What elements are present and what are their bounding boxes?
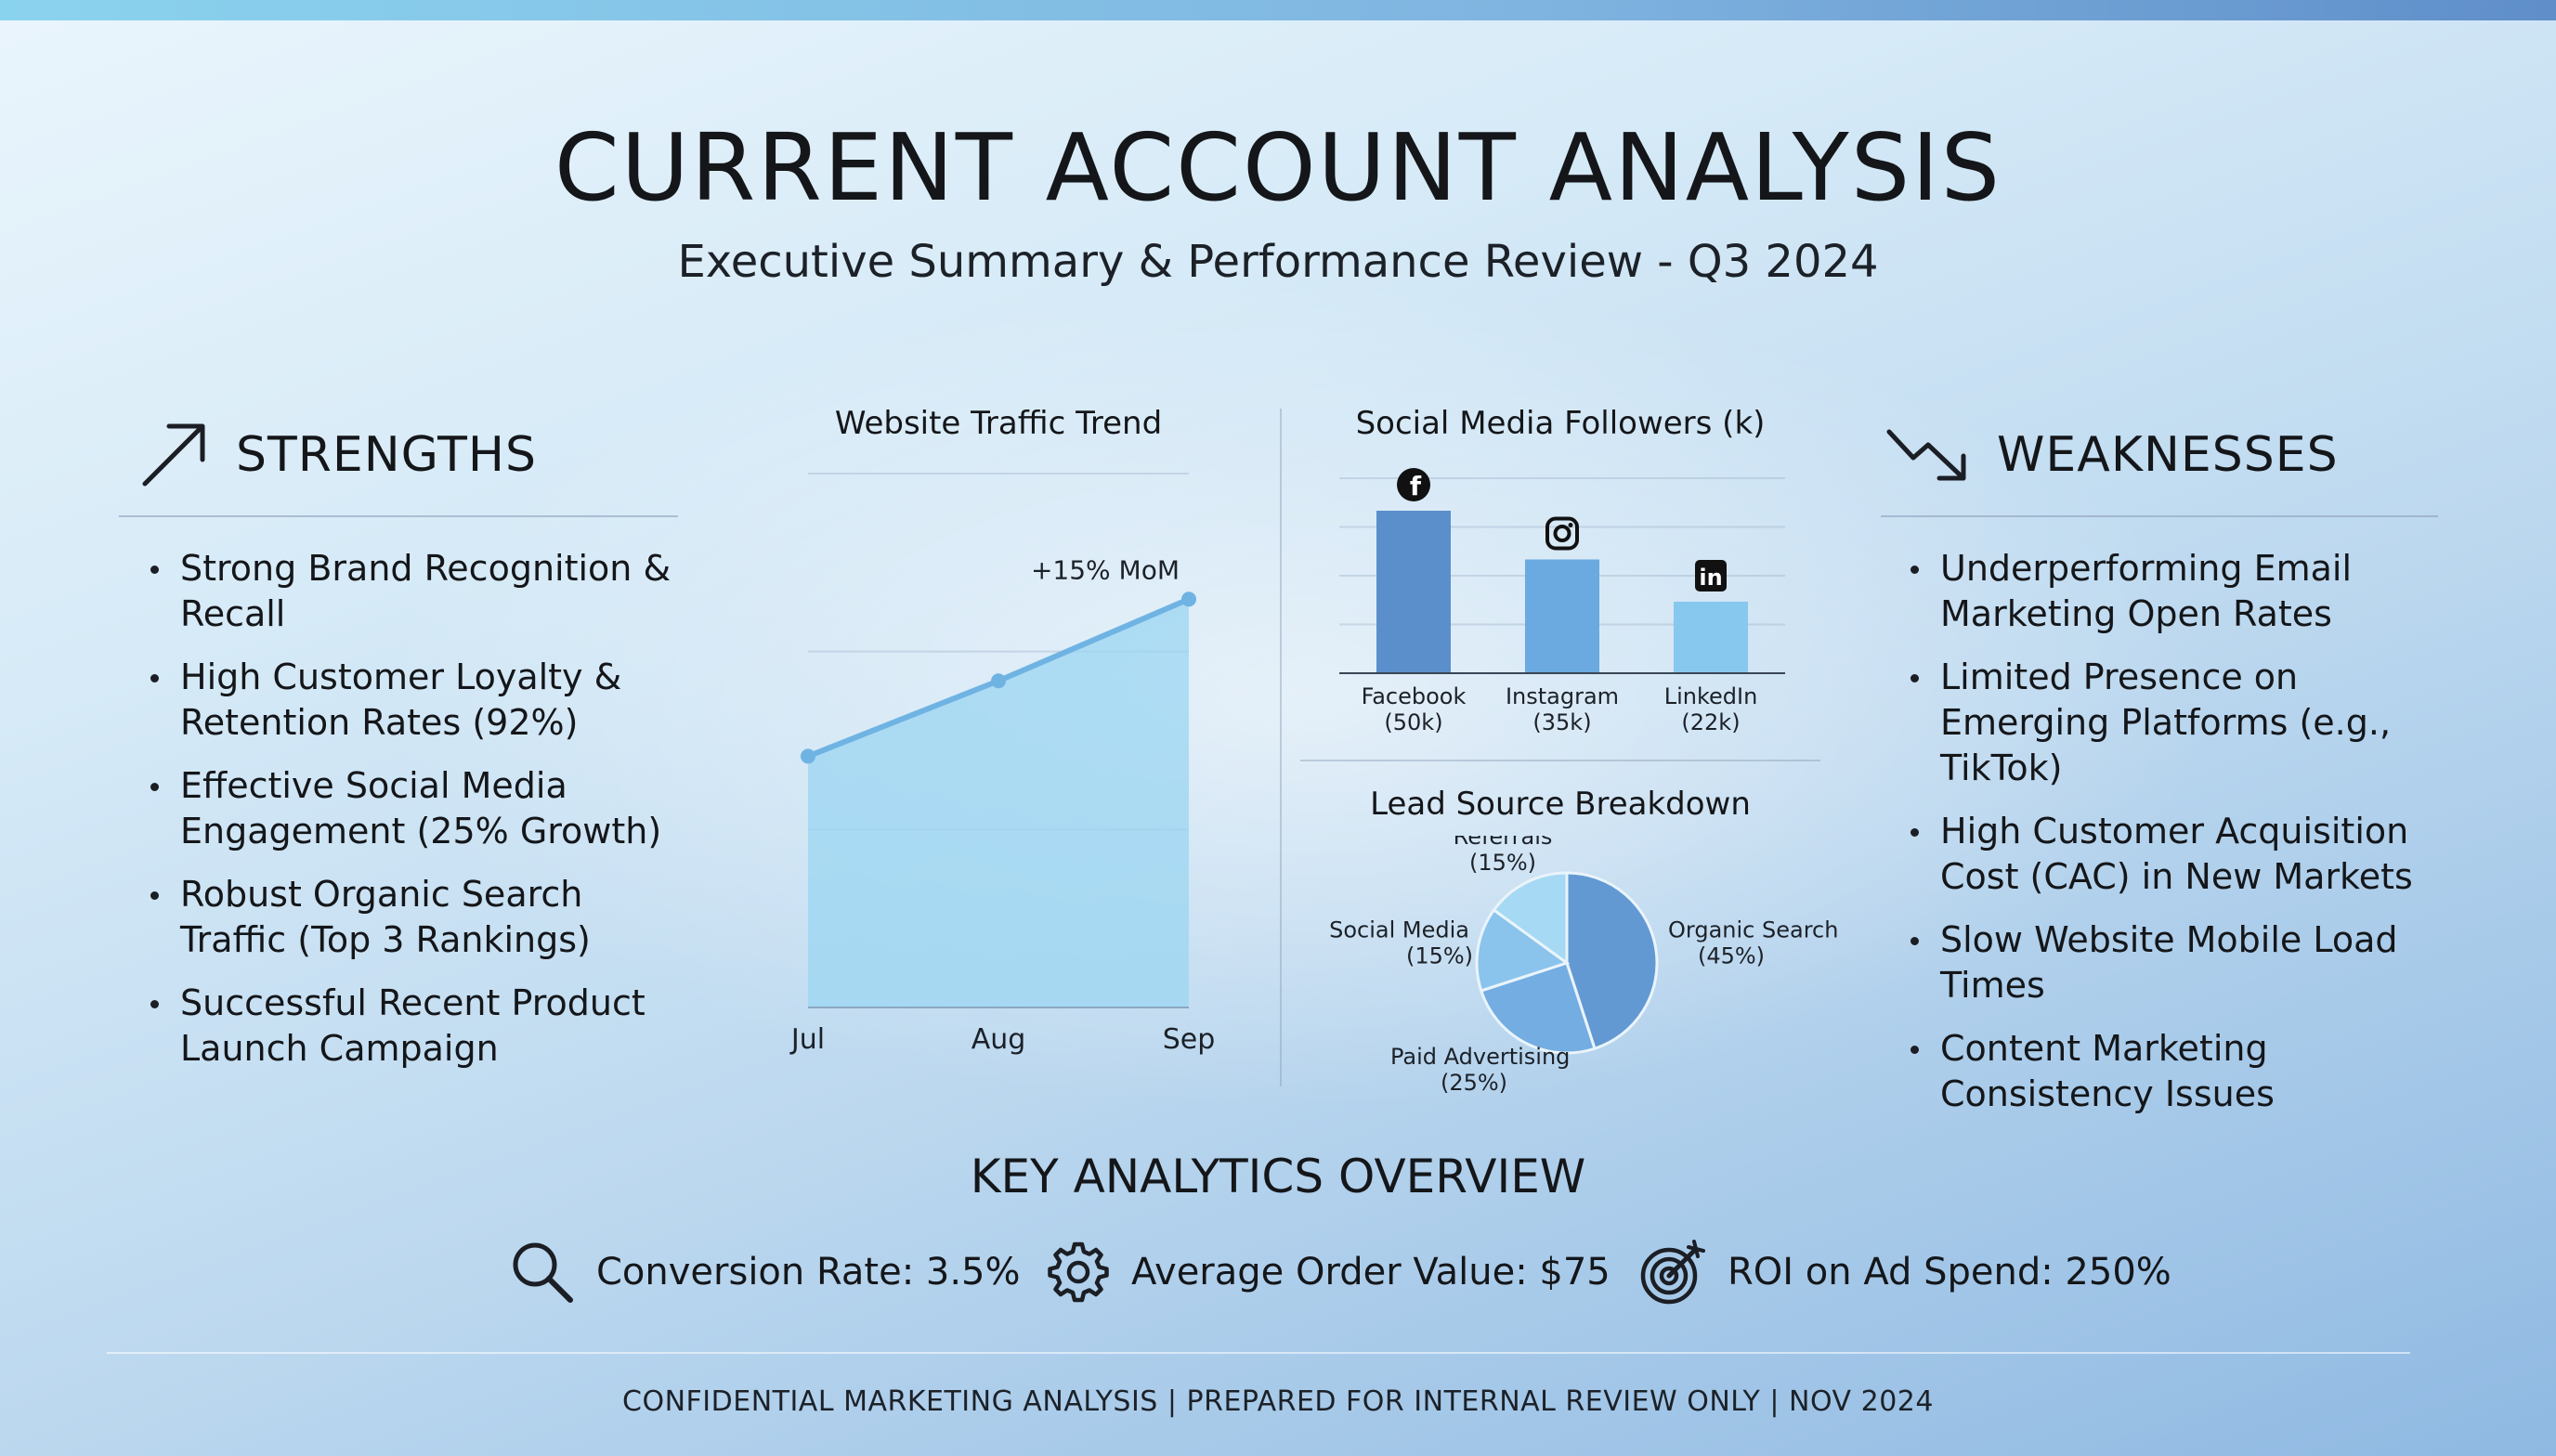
strengths-header: STRENGTHS <box>139 418 537 492</box>
kpi-roi-ad-spend: ROI on Ad Spend: 250% <box>1638 1235 2171 1309</box>
bar-linkedin <box>1674 602 1748 673</box>
lead-chart: Organic Search(45%) Paid Advertising(25%)… <box>1329 836 1838 1096</box>
top-accent-bar <box>0 0 2556 20</box>
traffic-point <box>1181 592 1196 607</box>
traffic-chart: Jul Aug Sep +15% MoM <box>789 473 1216 1056</box>
x-tick-label: Sep <box>1163 1023 1216 1056</box>
bar-value-label: (35k) <box>1532 709 1591 735</box>
footer-text: CONFIDENTIAL MARKETING ANALYSIS | PREPAR… <box>622 1385 1934 1418</box>
weakness-item: Content Marketing Consistency Issues <box>1909 1026 2466 1117</box>
instagram-icon-lens <box>1553 525 1571 542</box>
pie-percent-label: (25%) <box>1441 1070 1507 1096</box>
instagram-icon-frame <box>1545 516 1579 551</box>
strength-item: High Customer Loyalty & Retention Rates … <box>149 655 678 746</box>
bar-category-label: Instagram <box>1506 683 1619 709</box>
lead-chart-title: Lead Source Breakdown <box>1370 786 1751 823</box>
strength-item: Robust Organic Search Traffic (Top 3 Ran… <box>149 872 678 963</box>
kpi-text: Conversion Rate: 3.5% <box>596 1251 1021 1294</box>
analytics-heading: KEY ANALYTICS OVERVIEW <box>970 1150 1586 1203</box>
x-tick-label: Jul <box>789 1023 825 1056</box>
bar-category-label: LinkedIn <box>1664 683 1758 709</box>
linkedin-icon-glyph: in <box>1699 565 1722 591</box>
weaknesses-list: Underperforming Email Marketing Open Rat… <box>1909 546 2466 1135</box>
weaknesses-header: WEAKNESSES <box>1885 418 2339 492</box>
page-title: CURRENT ACCOUNT ANALYSIS <box>554 113 2002 222</box>
weaknesses-heading: WEAKNESSES <box>1997 427 2339 483</box>
kpi-text: ROI on Ad Spend: 250% <box>1728 1251 2171 1294</box>
instagram-icon-dot <box>1568 523 1573 527</box>
pie-slice-paid-advertising <box>1479 961 1597 1055</box>
weakness-item: High Customer Acquisition Cost (CAC) in … <box>1909 809 2466 900</box>
trend-down-arrow-icon <box>1886 429 1966 481</box>
traffic-point <box>991 673 1006 689</box>
facebook-icon: f <box>1397 468 1430 501</box>
strengths-heading: STRENGTHS <box>236 427 537 483</box>
bar-value-label: (50k) <box>1384 709 1442 735</box>
background-glow <box>372 279 2229 1114</box>
facebook-icon-glyph: f <box>1410 471 1422 501</box>
chart-column-divider <box>1280 409 1282 1086</box>
pie-percent-label: (15%) <box>1469 850 1536 876</box>
magnifier-icon <box>513 1242 573 1303</box>
bar-value-label: (22k) <box>1681 709 1740 735</box>
followers-chart-title: Social Media Followers (k) <box>1355 405 1766 442</box>
pie-slice-referrals <box>1492 871 1569 966</box>
pie-label: Paid Advertising <box>1390 1044 1570 1070</box>
linkedin-icon-box <box>1695 560 1727 592</box>
pie-slice-organic-search <box>1565 871 1659 1051</box>
pie-percent-label: (45%) <box>1698 943 1765 969</box>
trend-up-arrow-icon <box>142 423 205 487</box>
weakness-item: Limited Presence on Emerging Platforms (… <box>1909 655 2466 791</box>
strengths-list: Strong Brand Recognition & Recall High C… <box>149 546 678 1089</box>
footer-divider <box>107 1352 2410 1354</box>
kpi-conversion-rate: Conversion Rate: 3.5% <box>509 1235 1021 1309</box>
followers-chart: f Facebook(50k) Instagram(35k) in LinkedIn(2… <box>1339 468 1785 735</box>
bar-instagram <box>1525 559 1599 673</box>
strength-item: Strong Brand Recognition & Recall <box>149 546 678 637</box>
weaknesses-divider <box>1881 515 2438 517</box>
strength-item: Effective Social Media Engagement (25% G… <box>149 763 678 854</box>
traffic-point <box>801 748 815 764</box>
gear-icon <box>1048 1242 1109 1303</box>
linkedin-icon: in <box>1695 560 1727 592</box>
weakness-item: Underperforming Email Marketing Open Rat… <box>1909 546 2466 637</box>
bar-category-label: Facebook <box>1362 683 1467 709</box>
pie-percent-label: (15%) <box>1406 943 1473 969</box>
instagram-icon <box>1545 516 1579 551</box>
strengths-divider <box>119 515 678 517</box>
traffic-annotation: +15% MoM <box>1031 554 1180 585</box>
facebook-icon-disc <box>1397 468 1430 501</box>
page-subtitle: Executive Summary & Performance Review -… <box>677 236 1879 288</box>
bar-facebook <box>1376 511 1451 673</box>
pie-slice-social-media <box>1475 907 1571 993</box>
kpi-average-order-value: Average Order Value: $75 <box>1046 1235 1611 1309</box>
x-tick-label: Aug <box>972 1023 1026 1056</box>
traffic-chart-title: Website Traffic Trend <box>834 405 1163 442</box>
chart-row-divider <box>1300 760 1820 761</box>
pie-label: Referrals <box>1454 836 1553 850</box>
strength-item: Successful Recent Product Launch Campaig… <box>149 981 678 1072</box>
pie-label: Social Media <box>1329 917 1469 943</box>
target-icon <box>1640 1240 1705 1305</box>
traffic-area-fill <box>808 599 1189 1008</box>
kpi-text: Average Order Value: $75 <box>1131 1251 1611 1294</box>
pie-label: Organic Search <box>1668 917 1838 943</box>
weakness-item: Slow Website Mobile Load Times <box>1909 917 2466 1008</box>
